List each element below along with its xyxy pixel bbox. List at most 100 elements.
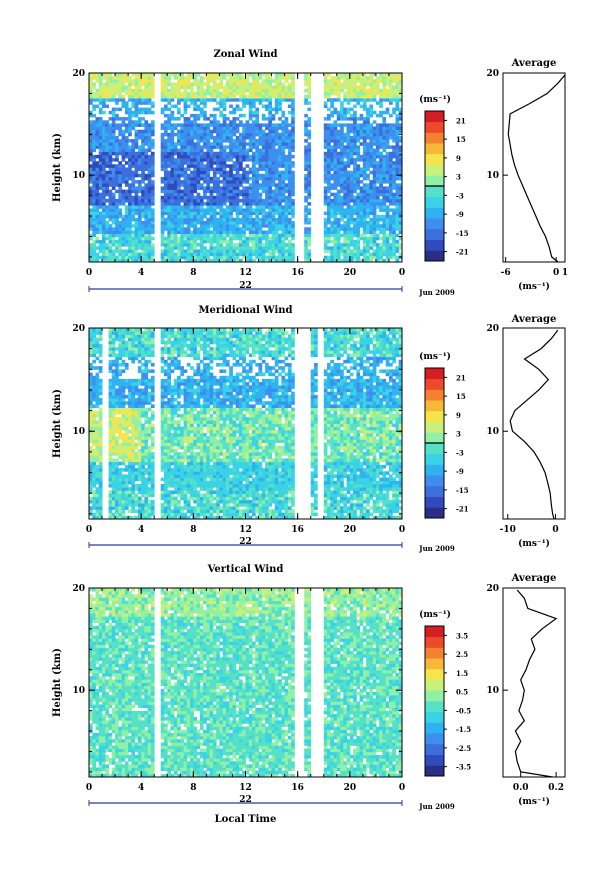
heatmap-cell: [333, 123, 338, 127]
heatmap-cell: [111, 347, 116, 351]
heatmap-cell: [186, 148, 191, 153]
heatmap-cell: [199, 173, 204, 178]
heatmap-cell: [287, 230, 292, 234]
heatmap-cell: [281, 113, 286, 118]
heatmap-cell: [89, 328, 93, 332]
heatmap-cell: [258, 164, 263, 168]
heatmap-cell: [239, 211, 243, 216]
heatmap-cell: [245, 82, 250, 86]
heatmap-cell: [372, 142, 377, 146]
heatmap-cell: [95, 120, 100, 124]
heatmap-cell: [164, 236, 168, 241]
heatmap-cell: [108, 142, 113, 146]
heatmap-cell: [353, 161, 357, 165]
heatmap-cell: [219, 154, 224, 159]
heatmap-cell: [160, 217, 165, 222]
heatmap-cell: [121, 189, 126, 194]
heatmap-cell: [265, 88, 269, 93]
heatmap-cell: [304, 199, 308, 203]
heatmap-cell: [118, 76, 122, 80]
heatmap-cell: [304, 79, 308, 83]
heatmap-cell: [242, 239, 246, 244]
heatmap-cell: [239, 107, 243, 112]
heatmap-cell: [284, 132, 289, 137]
heatmap-cell: [98, 458, 103, 463]
heatmap-cell: [385, 205, 390, 209]
heatmap-cell: [219, 161, 224, 165]
heatmap-cell: [164, 258, 168, 263]
heatmap-cell: [177, 139, 181, 143]
heatmap-cell: [307, 189, 312, 194]
heatmap-cell: [274, 224, 279, 228]
heatmap-cell: [196, 117, 201, 121]
heatmap-cell: [89, 73, 93, 77]
heatmap-cell: [98, 101, 103, 105]
heatmap-cell: [353, 120, 357, 124]
heatmap-cell: [333, 85, 338, 90]
heatmap-cell: [118, 246, 122, 250]
heatmap-cell: [173, 243, 178, 247]
heatmap-cell: [349, 88, 354, 93]
heatmap-cell: [118, 221, 122, 225]
heatmap-cell: [258, 246, 263, 250]
heatmap-cell: [340, 195, 344, 200]
heatmap-cell: [173, 104, 178, 108]
heatmap-cell: [164, 120, 168, 124]
heatmap-cell: [147, 183, 152, 187]
heatmap-cell: [369, 233, 374, 238]
heatmap-cell: [199, 154, 204, 159]
heatmap-cell: [115, 353, 119, 358]
heatmap-cell: [219, 91, 224, 96]
heatmap-cell: [190, 145, 194, 149]
heatmap-cell: [330, 101, 334, 105]
heatmap-cell: [121, 76, 126, 80]
heatmap-cell: [366, 161, 370, 165]
heatmap-cell: [349, 161, 354, 165]
heatmap-cell: [385, 173, 390, 178]
heatmap-cell: [284, 227, 289, 231]
heatmap-cell: [382, 110, 387, 115]
heatmap-cell: [170, 205, 175, 209]
heatmap-cell: [170, 211, 175, 216]
heatmap-cell: [278, 252, 282, 257]
heatmap-cell: [222, 145, 227, 149]
heatmap-cell: [134, 189, 139, 194]
heatmap-cell: [343, 139, 347, 143]
heatmap-cell: [141, 154, 145, 159]
heatmap-cell: [235, 170, 240, 175]
heatmap-cell: [346, 117, 351, 121]
heatmap-cell: [160, 136, 165, 140]
heatmap-cell: [281, 239, 286, 244]
heatmap-cell: [196, 79, 201, 83]
heatmap-cell: [242, 249, 246, 253]
heatmap-cell: [118, 148, 122, 153]
heatmap-cell: [92, 126, 96, 130]
heatmap-cell: [255, 167, 259, 171]
heatmap-cell: [268, 120, 272, 124]
heatmap-cell: [274, 110, 279, 115]
colorbar-tick-label: -9: [456, 210, 464, 219]
heatmap-cell: [108, 183, 113, 187]
heatmap-cell: [379, 126, 383, 130]
heatmap-cell: [395, 186, 400, 190]
heatmap-cell: [92, 227, 96, 231]
heatmap-cell: [372, 129, 377, 134]
heatmap-cell: [92, 139, 96, 143]
heatmap-cell: [343, 221, 347, 225]
heatmap-cell: [102, 205, 106, 209]
heatmap-cell: [392, 110, 396, 115]
heatmap-cell: [212, 98, 217, 102]
heatmap-cell: [333, 230, 338, 234]
heatmap-cell: [115, 139, 119, 143]
heatmap-cell: [389, 243, 393, 247]
heatmap-cell: [180, 91, 184, 96]
heatmap-cell: [199, 145, 204, 149]
heatmap-cell: [281, 186, 286, 190]
heatmap-cell: [203, 98, 207, 102]
heatmap-cell: [121, 85, 126, 90]
heatmap-cell: [278, 148, 282, 153]
heatmap-cell: [359, 192, 364, 197]
heatmap-cell: [108, 363, 113, 367]
heatmap-cell: [92, 391, 96, 396]
heatmap-cell: [336, 136, 341, 140]
